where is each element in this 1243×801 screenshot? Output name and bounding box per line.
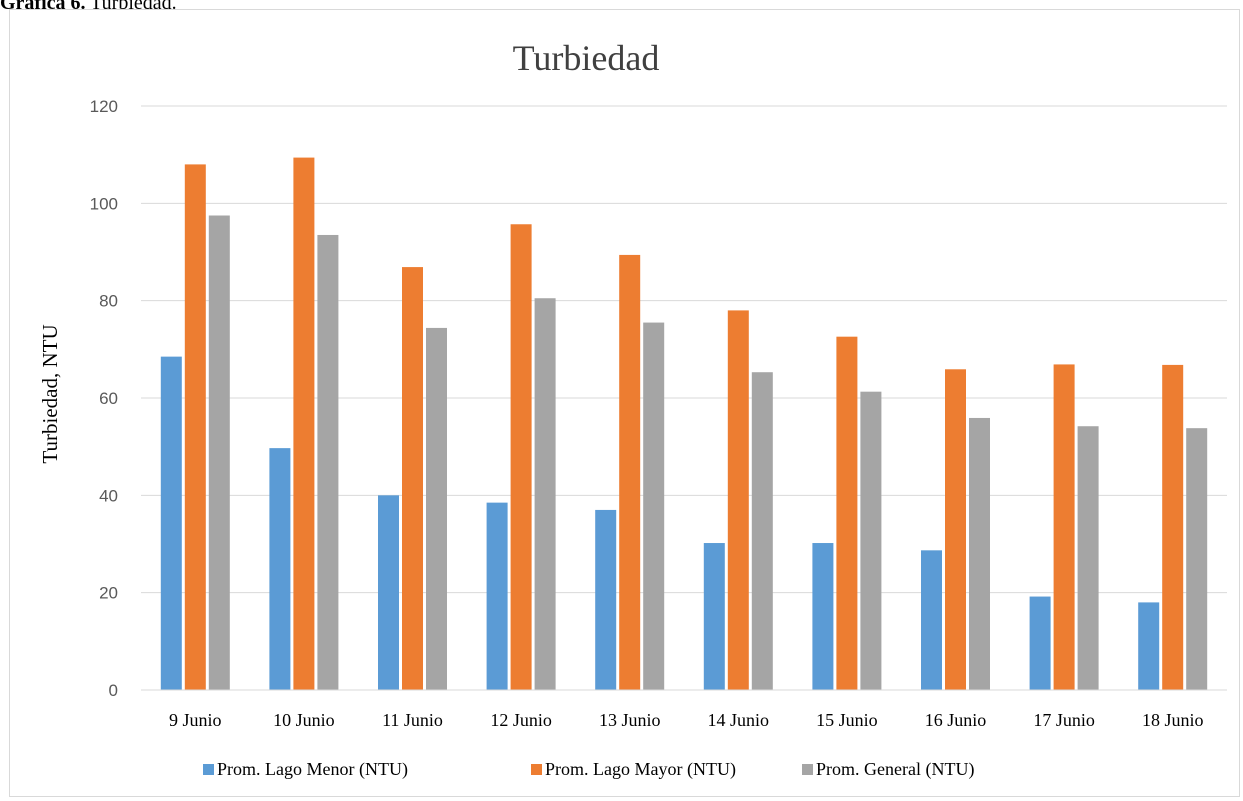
x-axis-ticks: 9 Junio 10 Junio 11 Junio 12 Junio 13 Junio 1…: [169, 710, 1203, 730]
bar: [860, 391, 882, 690]
bar: [426, 327, 447, 690]
y-tick-label: 120: [90, 97, 118, 116]
bar: [402, 267, 423, 690]
bars: [160, 157, 1208, 691]
y-tick-label: 40: [99, 486, 118, 505]
bar: [1138, 602, 1160, 690]
bar: [921, 550, 942, 690]
bar: [969, 417, 990, 690]
bar: [836, 336, 858, 690]
bar: [510, 224, 532, 690]
bar: [751, 372, 773, 690]
legend-item: Prom. Lago Menor (NTU): [203, 759, 408, 780]
y-axis-label: Turbiedad, NTU: [38, 324, 62, 463]
bar: [1162, 364, 1184, 690]
x-tick-label: 9 Junio: [169, 710, 222, 730]
bar: [812, 543, 834, 690]
x-tick-label: 10 Junio: [273, 710, 335, 730]
bar: [378, 495, 399, 690]
bar: [1029, 596, 1051, 690]
legend-label: Prom. General (NTU): [816, 759, 974, 780]
x-tick-label: 13 Junio: [599, 710, 661, 730]
bar: [160, 356, 182, 690]
chart-svg: Turbiedad Turbiedad, NTU 0 20 40 60 80 100 120…: [38, 38, 1227, 780]
chart-frame: Turbiedad Turbiedad, NTU 0 20 40 60 80 100 120…: [9, 9, 1240, 797]
legend-swatch: [203, 764, 214, 775]
bar: [317, 234, 339, 690]
bar: [534, 298, 556, 690]
legend-label: Prom. Lago Menor (NTU): [217, 759, 408, 780]
y-tick-label: 0: [109, 681, 118, 700]
y-tick-label: 60: [99, 389, 118, 408]
bar: [1053, 364, 1075, 690]
bar: [643, 322, 665, 690]
y-axis-ticks: 0 20 40 60 80 100 120: [90, 97, 118, 700]
legend-swatch: [531, 764, 542, 775]
x-tick-label: 14 Junio: [708, 710, 770, 730]
x-tick-label: 16 Junio: [925, 710, 987, 730]
x-tick-label: 17 Junio: [1033, 710, 1095, 730]
x-tick-label: 12 Junio: [490, 710, 552, 730]
bar: [293, 157, 315, 690]
y-tick-label: 80: [99, 292, 118, 311]
y-tick-label: 100: [90, 194, 118, 213]
bar: [945, 369, 966, 690]
chart-title: Turbiedad: [513, 38, 660, 78]
legend: Prom. Lago Menor (NTU) Prom. Lago Mayor (…: [203, 759, 974, 780]
y-tick-label: 20: [99, 584, 118, 603]
bar: [184, 164, 206, 690]
legend-item: Prom. Lago Mayor (NTU): [531, 759, 736, 780]
bar: [208, 215, 230, 690]
bar: [595, 509, 617, 690]
legend-swatch: [802, 764, 813, 775]
bar: [1186, 428, 1208, 690]
bar: [703, 543, 725, 690]
bar: [1077, 426, 1099, 690]
x-tick-label: 11 Junio: [382, 710, 443, 730]
bar: [619, 254, 641, 691]
legend-label: Prom. Lago Mayor (NTU): [545, 759, 736, 780]
x-tick-label: 18 Junio: [1142, 710, 1204, 730]
legend-item: Prom. General (NTU): [802, 759, 974, 780]
bar: [486, 502, 508, 690]
bar: [727, 310, 749, 690]
x-tick-label: 15 Junio: [816, 710, 878, 730]
bar: [269, 448, 291, 690]
